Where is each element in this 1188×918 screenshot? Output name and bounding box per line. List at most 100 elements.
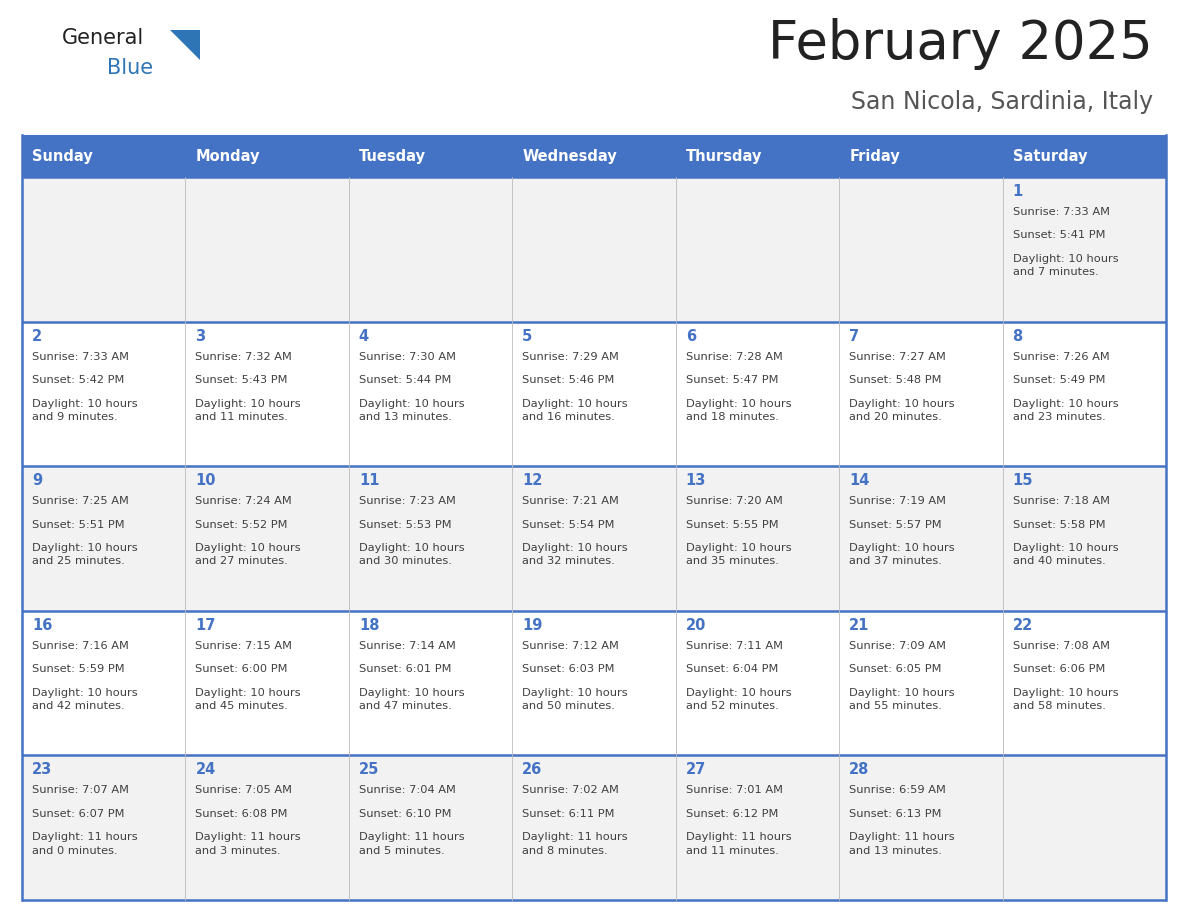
Text: Daylight: 10 hours
and 47 minutes.: Daylight: 10 hours and 47 minutes.: [359, 688, 465, 711]
Text: Daylight: 10 hours
and 7 minutes.: Daylight: 10 hours and 7 minutes.: [1012, 254, 1118, 277]
Text: Saturday: Saturday: [1012, 149, 1087, 163]
Text: 4: 4: [359, 329, 369, 343]
Bar: [839, 321, 1003, 466]
Text: Sunset: 6:06 PM: Sunset: 6:06 PM: [1012, 665, 1105, 675]
Bar: [349, 177, 512, 321]
Text: San Nicola, Sardinia, Italy: San Nicola, Sardinia, Italy: [851, 90, 1154, 114]
Text: 23: 23: [32, 763, 52, 778]
Text: Daylight: 10 hours
and 13 minutes.: Daylight: 10 hours and 13 minutes.: [359, 398, 465, 421]
Text: Sunrise: 7:12 AM: Sunrise: 7:12 AM: [523, 641, 619, 651]
Text: 15: 15: [1012, 473, 1034, 488]
Text: Sunset: 5:46 PM: Sunset: 5:46 PM: [523, 375, 614, 385]
Text: Sunrise: 7:20 AM: Sunrise: 7:20 AM: [685, 497, 783, 506]
Text: Sunrise: 7:18 AM: Sunrise: 7:18 AM: [1012, 497, 1110, 506]
Text: Daylight: 10 hours
and 30 minutes.: Daylight: 10 hours and 30 minutes.: [359, 543, 465, 566]
Text: Daylight: 10 hours
and 45 minutes.: Daylight: 10 hours and 45 minutes.: [196, 688, 301, 711]
Text: Sunset: 6:00 PM: Sunset: 6:00 PM: [196, 665, 287, 675]
Text: 3: 3: [196, 329, 206, 343]
Bar: [349, 135, 512, 177]
Text: Daylight: 10 hours
and 18 minutes.: Daylight: 10 hours and 18 minutes.: [685, 398, 791, 421]
Text: Sunrise: 7:05 AM: Sunrise: 7:05 AM: [196, 786, 292, 795]
Text: Blue: Blue: [107, 58, 153, 78]
Bar: [185, 466, 349, 610]
Bar: [512, 135, 676, 177]
Text: 21: 21: [849, 618, 870, 633]
Text: Daylight: 10 hours
and 20 minutes.: Daylight: 10 hours and 20 minutes.: [849, 398, 955, 421]
Text: Sunrise: 7:24 AM: Sunrise: 7:24 AM: [196, 497, 292, 506]
Text: Sunset: 5:41 PM: Sunset: 5:41 PM: [1012, 230, 1105, 241]
Text: 1: 1: [1012, 184, 1023, 199]
Text: 6: 6: [685, 329, 696, 343]
Text: Daylight: 10 hours
and 25 minutes.: Daylight: 10 hours and 25 minutes.: [32, 543, 138, 566]
Bar: [1003, 321, 1165, 466]
Bar: [349, 756, 512, 900]
Text: Daylight: 11 hours
and 0 minutes.: Daylight: 11 hours and 0 minutes.: [32, 833, 138, 856]
Bar: [349, 610, 512, 756]
Text: Sunrise: 7:29 AM: Sunrise: 7:29 AM: [523, 352, 619, 362]
Text: 2: 2: [32, 329, 42, 343]
Text: Sunrise: 7:27 AM: Sunrise: 7:27 AM: [849, 352, 946, 362]
Bar: [512, 610, 676, 756]
Text: Sunset: 6:12 PM: Sunset: 6:12 PM: [685, 809, 778, 819]
Text: 24: 24: [196, 763, 216, 778]
Text: Sunset: 6:04 PM: Sunset: 6:04 PM: [685, 665, 778, 675]
Text: General: General: [62, 28, 144, 48]
Text: Sunset: 6:05 PM: Sunset: 6:05 PM: [849, 665, 942, 675]
Bar: [23, 177, 185, 321]
Bar: [839, 135, 1003, 177]
Text: Sunset: 5:54 PM: Sunset: 5:54 PM: [523, 520, 614, 530]
Text: Sunrise: 7:28 AM: Sunrise: 7:28 AM: [685, 352, 783, 362]
Text: Sunset: 6:03 PM: Sunset: 6:03 PM: [523, 665, 614, 675]
Text: Friday: Friday: [849, 149, 899, 163]
Text: Sunset: 6:10 PM: Sunset: 6:10 PM: [359, 809, 451, 819]
Bar: [23, 135, 185, 177]
Bar: [185, 610, 349, 756]
Bar: [512, 466, 676, 610]
Text: Sunset: 6:13 PM: Sunset: 6:13 PM: [849, 809, 942, 819]
Bar: [839, 466, 1003, 610]
Text: Sunrise: 7:09 AM: Sunrise: 7:09 AM: [849, 641, 946, 651]
Text: Sunrise: 7:23 AM: Sunrise: 7:23 AM: [359, 497, 456, 506]
Text: Sunrise: 7:07 AM: Sunrise: 7:07 AM: [32, 786, 129, 795]
Text: Sunday: Sunday: [32, 149, 93, 163]
Bar: [1003, 135, 1165, 177]
Text: Sunrise: 7:21 AM: Sunrise: 7:21 AM: [523, 497, 619, 506]
Text: Sunset: 5:49 PM: Sunset: 5:49 PM: [1012, 375, 1105, 385]
Text: Daylight: 10 hours
and 9 minutes.: Daylight: 10 hours and 9 minutes.: [32, 398, 138, 421]
Text: Sunset: 5:59 PM: Sunset: 5:59 PM: [32, 665, 125, 675]
Text: 20: 20: [685, 618, 706, 633]
Bar: [23, 321, 185, 466]
Text: Sunset: 5:43 PM: Sunset: 5:43 PM: [196, 375, 287, 385]
Text: February 2025: February 2025: [769, 18, 1154, 70]
Text: Tuesday: Tuesday: [359, 149, 425, 163]
Text: Sunrise: 7:32 AM: Sunrise: 7:32 AM: [196, 352, 292, 362]
Text: Sunset: 5:58 PM: Sunset: 5:58 PM: [1012, 520, 1105, 530]
Text: Daylight: 11 hours
and 11 minutes.: Daylight: 11 hours and 11 minutes.: [685, 833, 791, 856]
Bar: [185, 177, 349, 321]
Polygon shape: [170, 30, 200, 60]
Text: 28: 28: [849, 763, 870, 778]
Bar: [185, 135, 349, 177]
Text: Daylight: 10 hours
and 42 minutes.: Daylight: 10 hours and 42 minutes.: [32, 688, 138, 711]
Bar: [676, 177, 839, 321]
Text: Sunrise: 6:59 AM: Sunrise: 6:59 AM: [849, 786, 946, 795]
Text: Daylight: 10 hours
and 58 minutes.: Daylight: 10 hours and 58 minutes.: [1012, 688, 1118, 711]
Text: Sunrise: 7:14 AM: Sunrise: 7:14 AM: [359, 641, 456, 651]
Bar: [185, 321, 349, 466]
Text: Daylight: 10 hours
and 11 minutes.: Daylight: 10 hours and 11 minutes.: [196, 398, 301, 421]
Text: 5: 5: [523, 329, 532, 343]
Text: Sunrise: 7:26 AM: Sunrise: 7:26 AM: [1012, 352, 1110, 362]
Text: Daylight: 11 hours
and 13 minutes.: Daylight: 11 hours and 13 minutes.: [849, 833, 955, 856]
Text: Thursday: Thursday: [685, 149, 762, 163]
Text: 18: 18: [359, 618, 379, 633]
Text: Sunset: 5:47 PM: Sunset: 5:47 PM: [685, 375, 778, 385]
Bar: [676, 756, 839, 900]
Bar: [23, 610, 185, 756]
Bar: [512, 756, 676, 900]
Text: Sunset: 5:44 PM: Sunset: 5:44 PM: [359, 375, 451, 385]
Text: Sunrise: 7:33 AM: Sunrise: 7:33 AM: [1012, 207, 1110, 217]
Text: Daylight: 10 hours
and 32 minutes.: Daylight: 10 hours and 32 minutes.: [523, 543, 628, 566]
Text: Wednesday: Wednesday: [523, 149, 617, 163]
Text: Daylight: 10 hours
and 16 minutes.: Daylight: 10 hours and 16 minutes.: [523, 398, 628, 421]
Text: Daylight: 10 hours
and 50 minutes.: Daylight: 10 hours and 50 minutes.: [523, 688, 628, 711]
